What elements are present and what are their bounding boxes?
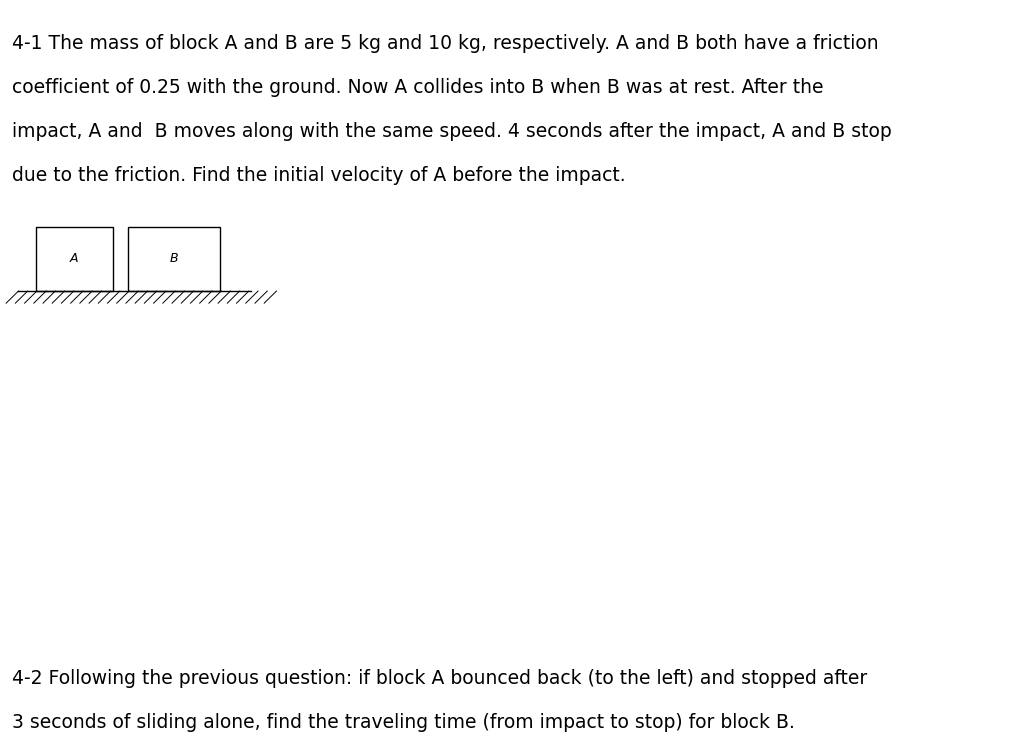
Text: due to the friction. Find the initial velocity of A before the impact.: due to the friction. Find the initial ve…	[12, 166, 626, 184]
Text: 3 seconds of sliding alone, find the traveling time (from impact to stop) for bl: 3 seconds of sliding alone, find the tra…	[12, 713, 796, 732]
Text: coefficient of 0.25 with the ground. Now A collides into B when B was at rest. A: coefficient of 0.25 with the ground. Now…	[12, 78, 823, 97]
Text: A: A	[70, 253, 79, 265]
Text: 4-2 Following the previous question: if block A bounced back (to the left) and s: 4-2 Following the previous question: if …	[12, 669, 867, 688]
Bar	[128, 227, 220, 291]
Text: B: B	[170, 253, 178, 265]
Text: impact, A and  B moves along with the same speed. 4 seconds after the impact, A : impact, A and B moves along with the sam…	[12, 122, 892, 141]
Text: 4-1 The mass of block A and B are 5 kg and 10 kg, respectively. A and B both hav: 4-1 The mass of block A and B are 5 kg a…	[12, 34, 879, 53]
Bar	[36, 227, 113, 291]
